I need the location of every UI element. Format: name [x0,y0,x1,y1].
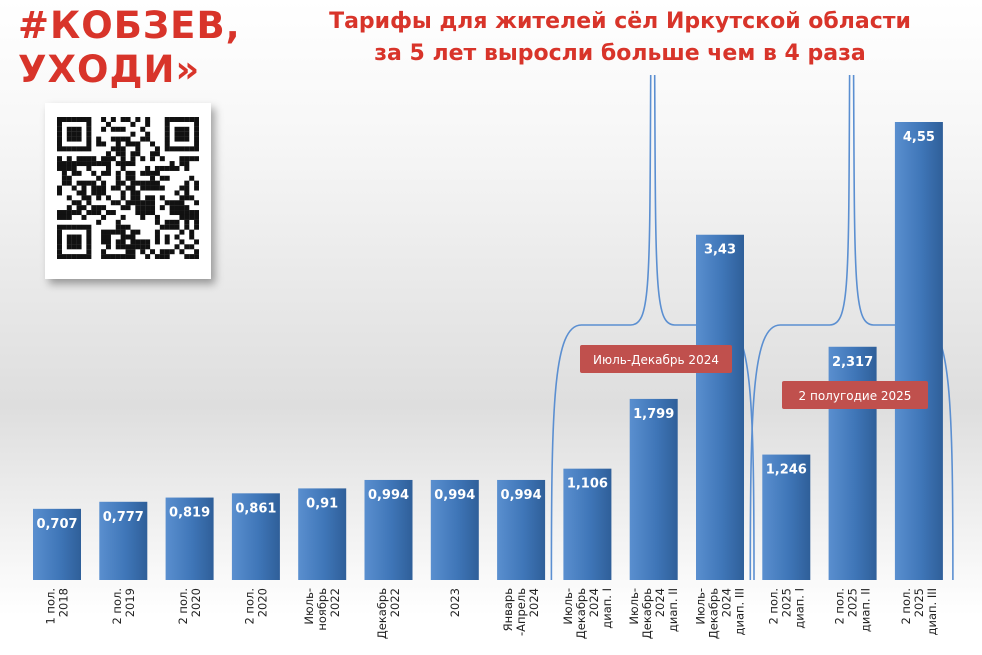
x-tick-label-9-line-2: Декабрь [574,588,588,639]
x-tick-label-13-line-2: 2025 [846,588,860,617]
x-tick-label-14-line-3: диап. III [925,588,939,635]
range-callout-label-1: Июль-Декабрь 2024 [593,353,719,367]
x-tick-label-11-line-4: диап. III [733,588,747,635]
qr-code-card[interactable] [45,103,211,279]
bar-1 [33,508,81,580]
bar-8 [497,479,546,580]
x-tick-label-4: 2 пол. 2020 [242,588,269,625]
x-tick-label-14-line-2: 2025 [912,588,926,617]
qr-code-icon [57,117,199,259]
x-tick-label-10-line-2: Декабрь [640,588,654,639]
range-brackets [550,74,954,581]
x-tick-label-11-line-1: Июль- [694,588,708,625]
bar-3 [165,497,214,580]
x-tick-label-12-line-3: диап. I [792,588,806,629]
bar-value-label-13: 2,317 [832,355,873,370]
x-tick-label-10-line-1: Июль- [627,588,641,625]
bar-value-label-7: 0,994 [434,488,475,503]
bar-value-label-2: 0,777 [103,510,144,525]
x-tick-label-1-line-1: 1 пол. [44,588,58,625]
x-tick-label-9-line-1: Июль- [561,588,575,625]
x-tick-label-9-line-4: диап. I [600,588,614,629]
bar-value-label-12: 1,246 [766,463,807,478]
bar-value-label-5: 0,91 [306,496,338,511]
x-tick-label-13: 2 пол. 2025 диап. II [833,588,873,632]
range-callouts: Июль-Декабрь 2024 2 полугодие 2025 [580,345,928,409]
x-tick-label-12-line-2: 2025 [779,588,793,617]
x-tick-label-7: 2023 [448,588,462,617]
x-tick-label-5-line-1: Июль- [302,588,316,625]
bar-11 [696,234,744,580]
x-tick-label-9: Июль- Декабрь 2024 диап. I [561,588,614,639]
bar-5 [298,488,347,580]
x-tick-label-14-line-1: 2 пол. [899,588,913,625]
x-tick-label-9-line-3: 2024 [587,588,601,617]
x-tick-label-3: 2 пол. 2020 [176,588,203,625]
chart-title-line-1: Тарифы для жителей сёл Иркутской области [329,9,911,34]
bar-9 [563,468,612,580]
x-tick-label-11-line-2: Декабрь [707,588,721,639]
bar-value-label-14: 4,55 [903,130,935,145]
x-tick-label-2-line-2: 2019 [123,588,137,617]
bar-value-label-1: 0,707 [36,517,77,532]
x-tick-label-6-line-2: 2022 [388,588,402,617]
bar-value-label-6: 0,994 [368,488,409,503]
bar-2 [99,501,148,580]
x-tick-label-4-line-1: 2 пол. [242,588,256,625]
bar-value-label-11: 3,43 [704,243,736,258]
x-tick-label-7-line-1: 2023 [448,588,462,617]
bar-12 [762,454,811,580]
x-tick-label-10-line-3: 2024 [653,588,667,617]
range-callout-label-2: 2 полугодие 2025 [799,389,912,403]
x-tick-label-8-line-2: -Апрель [514,588,528,636]
bar-value-label-9: 1,106 [567,477,608,492]
x-axis-tick-labels: 1 пол. 2018 2 пол. 2019 2 пол. 2020 2 пол. 2020… [44,588,939,639]
bars: 0,707 0,777 0,819 0,861 0,91 0,994 0,994 0,994 1… [33,122,943,580]
x-tick-label-11-line-3: 2024 [720,588,734,617]
x-tick-label-13-line-1: 2 пол. [833,588,847,625]
x-tick-label-5-line-3: 2022 [328,588,342,617]
x-tick-label-8-line-1: Январь [501,588,515,632]
x-tick-label-12-line-1: 2 пол. [766,588,780,625]
x-tick-label-14: 2 пол. 2025 диап. III [899,588,939,635]
chart-title-line-2: за 5 лет выросли больше чем в 4 раза [374,41,866,66]
slogan-line-1: #КОБЗЕВ, [18,4,241,47]
bar-value-label-8: 0,994 [501,488,542,503]
bar-value-label-3: 0,819 [169,506,210,521]
bar-value-label-4: 0,861 [235,501,276,516]
x-tick-label-3-line-1: 2 пол. [176,588,190,625]
bar-6 [364,479,413,580]
x-tick-label-8-line-3: 2024 [527,588,541,617]
x-tick-label-12: 2 пол. 2025 диап. I [766,588,806,629]
x-tick-label-2: 2 пол. 2019 [110,588,137,625]
x-tick-label-11: Июль- Декабрь 2024 диап. III [694,588,747,639]
chart-title: Тарифы для жителей сёл Иркутской области… [300,6,940,70]
x-tick-label-13-line-3: диап. II [859,588,873,632]
range-callout-box-1 [580,345,732,373]
x-tick-label-6: Декабрь 2022 [375,588,402,639]
slogan-line-2: УХОДИ» [18,48,201,91]
range-callout-box-2 [782,381,928,409]
bar-14 [894,122,943,580]
x-tick-label-2-line-1: 2 пол. [110,588,124,625]
x-tick-label-3-line-2: 2020 [189,588,203,617]
x-tick-label-10-line-4: диап. II [666,588,680,632]
x-tick-label-8: Январь -Апрель 2024 [501,588,541,636]
x-tick-label-1-line-2: 2018 [57,588,71,617]
bar-7 [430,479,479,580]
bar-value-label-10: 1,799 [633,407,674,422]
bar-10 [629,398,678,580]
x-tick-label-5: Июль-ноябрь 2022 [302,588,342,631]
bar-4 [231,493,280,580]
x-tick-label-10: Июль- Декабрь 2024 диап. II [627,588,680,639]
x-tick-label-5-line-2: ноябрь [315,588,329,631]
x-tick-label-1: 1 пол. 2018 [44,588,71,625]
slogan: #КОБЗЕВ, УХОДИ» [18,4,241,92]
x-tick-label-6-line-1: Декабрь [375,588,389,639]
x-tick-label-4-line-2: 2020 [255,588,269,617]
